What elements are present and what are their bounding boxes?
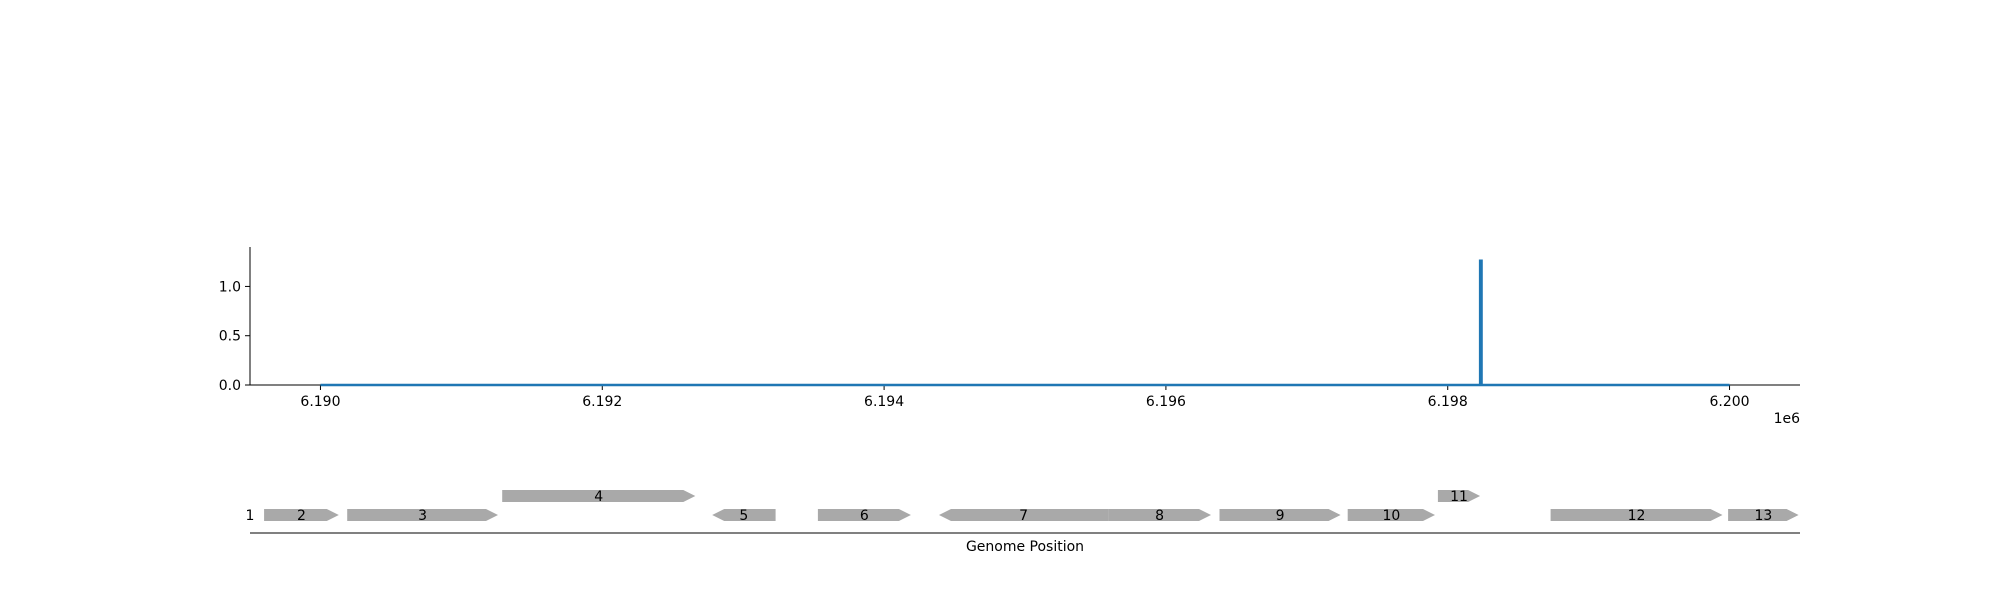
gene-label: 8 [1155, 508, 1164, 524]
gene-label: 10 [1382, 508, 1400, 524]
y-tick-label: 1.0 [219, 279, 241, 295]
y-tick-label: 0.0 [219, 378, 241, 394]
gene-label: 4 [594, 489, 603, 505]
gene-arrow [1437, 490, 1481, 502]
y-tick-label: 0.5 [219, 329, 241, 345]
gene-label: 1 [246, 508, 255, 524]
x-tick-label: 6.194 [864, 394, 904, 410]
gene-label: 7 [1019, 508, 1028, 524]
x-offset-label: 1e6 [1774, 411, 1801, 427]
gene-label: 2 [297, 508, 306, 524]
gene-arrow [939, 509, 1109, 521]
gene-label: 5 [739, 508, 748, 524]
x-tick-label: 6.198 [1428, 394, 1468, 410]
x-tick-label: 6.200 [1709, 394, 1749, 410]
gene-arrow [1347, 509, 1435, 521]
gene-arrow [817, 509, 911, 521]
x-tick-label: 6.196 [1146, 394, 1186, 410]
gene-arrow [1219, 509, 1341, 521]
x-tick-label: 6.192 [582, 394, 622, 410]
gene-label: 11 [1450, 489, 1468, 505]
gene-arrow [1108, 509, 1211, 521]
gene-label: 9 [1276, 508, 1285, 524]
gene-arrow [1728, 509, 1799, 521]
gene-arrow [264, 509, 339, 521]
x-axis-label: Genome Position [966, 539, 1084, 555]
coverage-panel: 6.190 6.192 6.194 6.196 6.198 6.200 0.0 0.5 1.0 [219, 247, 1800, 410]
gene-label: 3 [418, 508, 427, 524]
gene-arrow [712, 509, 776, 521]
gene-label: 6 [860, 508, 869, 524]
gene-label: 13 [1754, 508, 1772, 524]
gene-label: 12 [1628, 508, 1646, 524]
gene-arrow [347, 509, 498, 521]
gene-arrow [502, 490, 696, 502]
gene-arrow [1550, 509, 1723, 521]
coverage-series-line [320, 259, 1730, 387]
x-tick-label: 6.190 [300, 394, 340, 410]
